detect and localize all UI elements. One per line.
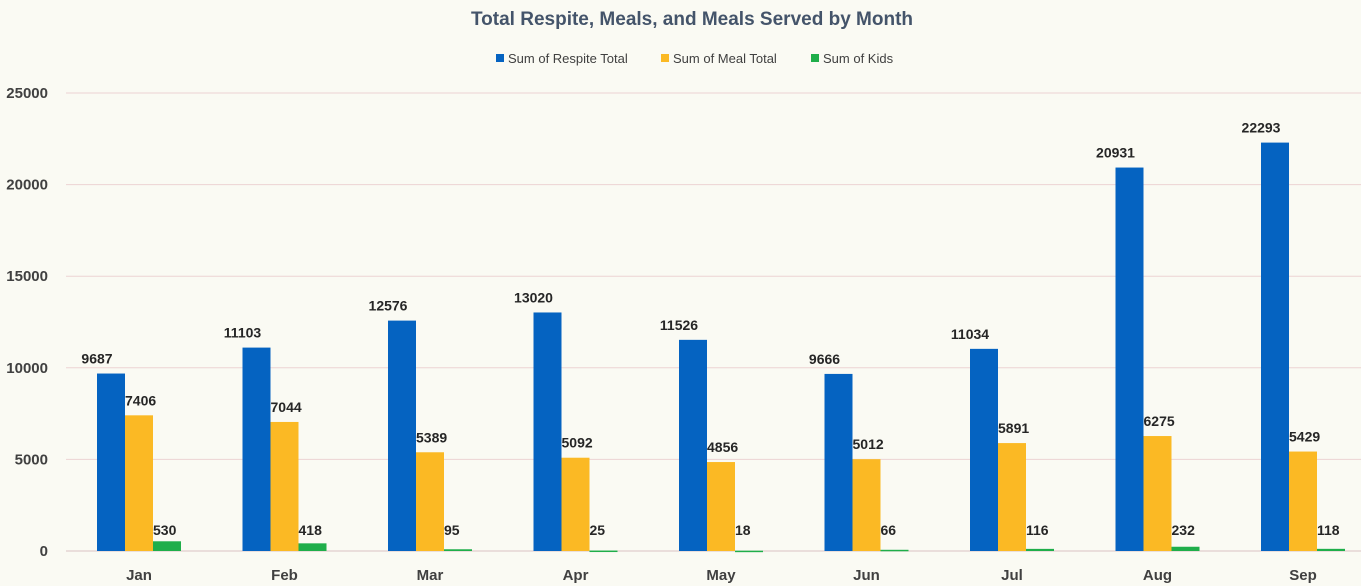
x-axis: Jan Feb Mar Apr May Jun Jul Aug Sep bbox=[126, 567, 1317, 584]
data-label-kids-jul: 116 bbox=[1026, 522, 1049, 538]
data-label-meal-apr: 5092 bbox=[562, 435, 593, 451]
x-tick-label: Jun bbox=[853, 567, 880, 584]
data-label-meal-may: 4856 bbox=[707, 439, 738, 455]
legend-swatch-kids bbox=[811, 54, 819, 62]
data-label-kids-jun: 66 bbox=[881, 522, 897, 538]
bar-kids-aug bbox=[1171, 546, 1200, 551]
data-label-meal-jan: 7406 bbox=[125, 392, 156, 408]
data-label-meal-aug: 6275 bbox=[1144, 413, 1175, 429]
data-label-respite-may: 11526 bbox=[660, 317, 698, 333]
bar-kids-may bbox=[735, 550, 763, 553]
bar-respite-jan bbox=[97, 373, 125, 551]
data-label-meal-jun: 5012 bbox=[853, 436, 884, 452]
data-label-respite-jul: 11034 bbox=[951, 326, 989, 342]
data-label-kids-mar: 95 bbox=[444, 522, 460, 538]
x-tick-label: Jan bbox=[126, 567, 152, 584]
data-label-kids-sep: 118 bbox=[1317, 522, 1340, 538]
data-labels: 9687 7406 530 11103 7044 418 12576 5389 95 13020 5… bbox=[81, 120, 1339, 538]
data-label-respite-aug: 20931 bbox=[1096, 145, 1135, 161]
y-tick-label: 10000 bbox=[6, 360, 48, 377]
bar-respite-jul bbox=[970, 348, 998, 551]
y-tick-label: 15000 bbox=[6, 268, 48, 285]
legend-label-meal: Sum of Meal Total bbox=[673, 51, 777, 66]
data-label-kids-apr: 25 bbox=[590, 522, 606, 538]
legend-swatch-meal bbox=[661, 54, 669, 62]
x-tick-label: Mar bbox=[417, 567, 444, 584]
bar-respite-sep bbox=[1261, 142, 1289, 552]
data-label-kids-may: 18 bbox=[735, 522, 751, 538]
y-tick-label: 5000 bbox=[15, 451, 48, 468]
bar-kids-jul bbox=[1026, 548, 1054, 551]
bar-meal-may bbox=[707, 462, 735, 551]
bar-kids-feb bbox=[298, 543, 327, 551]
bar-respite-apr bbox=[533, 312, 562, 551]
x-tick-label: Apr bbox=[563, 567, 589, 584]
data-label-meal-feb: 7044 bbox=[271, 399, 302, 415]
x-tick-label: May bbox=[706, 567, 736, 584]
bar-meal-sep bbox=[1289, 451, 1317, 551]
data-label-kids-jan: 530 bbox=[153, 522, 177, 538]
legend-swatch-respite bbox=[496, 54, 504, 62]
bar-meal-aug bbox=[1143, 436, 1172, 551]
data-label-meal-mar: 5389 bbox=[416, 429, 447, 445]
data-label-meal-jul: 5891 bbox=[998, 420, 1029, 436]
x-tick-label: Sep bbox=[1289, 567, 1317, 584]
bar-meal-mar bbox=[416, 452, 444, 551]
y-tick-label: 25000 bbox=[6, 85, 48, 102]
bar-respite-aug bbox=[1115, 167, 1144, 552]
bar-kids-jan bbox=[153, 541, 181, 551]
bar-kids-mar bbox=[444, 549, 472, 551]
bar-meal-apr bbox=[561, 457, 590, 551]
data-label-respite-jan: 9687 bbox=[81, 351, 112, 367]
bar-kids-jun bbox=[880, 549, 909, 552]
bar-respite-feb bbox=[242, 347, 271, 551]
data-label-respite-sep: 22293 bbox=[1242, 120, 1281, 136]
legend-label-respite: Sum of Respite Total bbox=[508, 51, 628, 66]
bar-respite-mar bbox=[388, 320, 416, 551]
y-tick-label: 0 bbox=[40, 543, 48, 560]
data-label-respite-mar: 12576 bbox=[369, 298, 408, 314]
bars bbox=[97, 142, 1345, 553]
data-label-respite-feb: 11103 bbox=[224, 325, 262, 341]
bar-kids-apr bbox=[589, 550, 618, 553]
x-tick-label: Jul bbox=[1001, 567, 1023, 584]
bar-meal-feb bbox=[270, 421, 299, 551]
bar-meal-jan bbox=[125, 415, 153, 551]
data-label-respite-apr: 13020 bbox=[514, 289, 553, 305]
bar-respite-jun bbox=[824, 373, 853, 551]
chart-title: Total Respite, Meals, and Meals Served b… bbox=[471, 9, 913, 30]
bar-meal-jun bbox=[852, 459, 881, 551]
data-label-respite-jun: 9666 bbox=[809, 351, 840, 367]
bar-meal-jul bbox=[998, 443, 1026, 551]
legend: Sum of Respite Total Sum of Meal Total S… bbox=[496, 51, 894, 66]
data-label-kids-feb: 418 bbox=[299, 522, 323, 538]
y-axis: 0 5000 10000 15000 20000 25000 bbox=[6, 85, 48, 560]
y-tick-label: 20000 bbox=[6, 177, 48, 194]
data-label-meal-sep: 5429 bbox=[1289, 429, 1320, 445]
data-label-kids-aug: 232 bbox=[1172, 522, 1196, 538]
legend-label-kids: Sum of Kids bbox=[823, 51, 894, 66]
x-tick-label: Feb bbox=[271, 567, 298, 584]
bar-respite-may bbox=[679, 339, 707, 551]
bar-kids-sep bbox=[1317, 548, 1345, 551]
x-tick-label: Aug bbox=[1143, 567, 1172, 584]
